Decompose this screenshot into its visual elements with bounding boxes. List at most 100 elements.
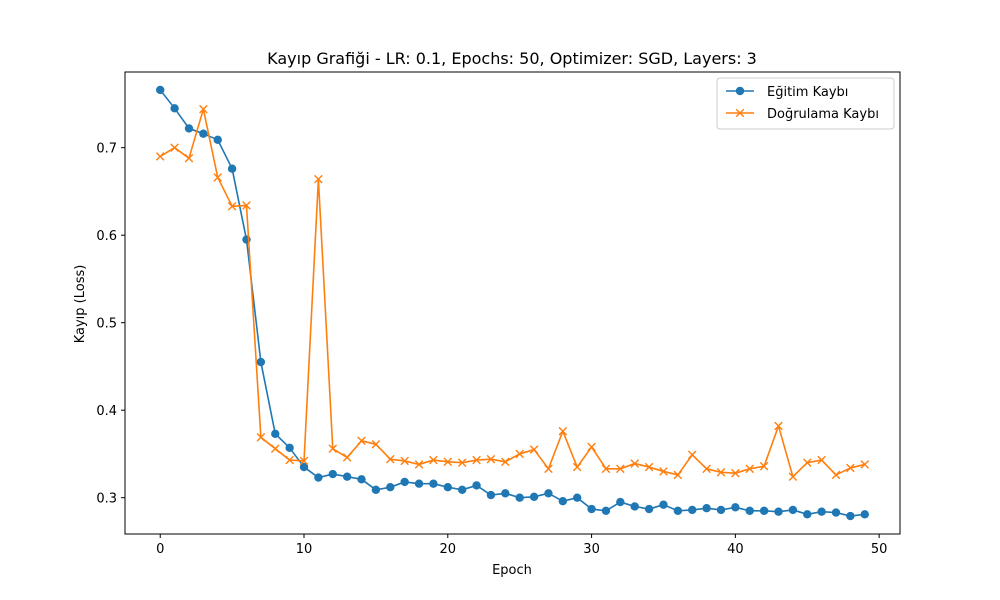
series-1-point: [716, 468, 726, 477]
series-1-point: [788, 472, 798, 481]
series-1-point: [256, 433, 266, 442]
series-0-point: [501, 489, 510, 498]
series-0-point: [716, 505, 726, 515]
series-1-point: [759, 461, 769, 471]
y-tick-label: 0.4: [96, 404, 117, 419]
series-0-point: [156, 85, 165, 95]
series-0-point: [659, 500, 668, 509]
series-1-point: [385, 454, 395, 464]
series-1-point: [486, 454, 496, 464]
y-tick-label: 0.3: [96, 492, 117, 507]
series-0-point: [601, 506, 611, 516]
x-tick-label: 30: [583, 542, 600, 557]
series-0-point: [745, 506, 754, 516]
series-1-point: [184, 153, 194, 163]
series-0-point: [328, 469, 337, 479]
series-0-point: [199, 129, 208, 138]
series-0-point: [357, 475, 366, 484]
series-1-point: [443, 457, 453, 467]
series-0-point: [342, 472, 352, 481]
series-0-point: [285, 443, 294, 453]
series-1-point: [702, 464, 711, 474]
series-0-point: [644, 504, 654, 514]
series-1-point: [673, 470, 683, 480]
series-1-point: [687, 450, 697, 460]
series-0-point: [529, 492, 539, 502]
series-1-point: [357, 436, 366, 446]
series-1-point: [242, 201, 251, 210]
series-1-point: [342, 453, 352, 462]
series-1-point: [170, 143, 179, 152]
series-1-point: [644, 462, 654, 472]
series-1-point: [501, 457, 510, 467]
series-1-point: [616, 464, 625, 474]
x-tick-label: 0: [156, 542, 164, 557]
x-tick-label: 20: [440, 542, 457, 557]
series-1-point: [457, 458, 467, 467]
series-0-point: [688, 505, 697, 515]
series-0-point: [846, 511, 855, 521]
series-1-point: [400, 456, 409, 466]
series-0-point: [400, 477, 409, 487]
series-1-point: [414, 460, 424, 469]
x-axis-label: Epoch: [492, 563, 532, 578]
legend: Eğitim Kaybı Doğrulama Kaybı: [716, 77, 895, 130]
series-1-point: [731, 468, 740, 478]
series-1-point: [659, 467, 668, 476]
series-1-point: [429, 455, 438, 465]
series-1-point: [817, 455, 826, 465]
series-0-point: [314, 473, 323, 482]
y-tick-label: 0.5: [96, 317, 117, 332]
series-line-1: [159, 108, 865, 478]
legend-marker-1: [735, 108, 745, 118]
series-0-point: [486, 490, 496, 500]
series-1-point: [558, 426, 568, 436]
series-0-point: [457, 485, 467, 495]
series-0-point: [831, 508, 841, 517]
series-0-point: [472, 481, 481, 490]
series-1-point: [860, 460, 870, 469]
series-1-point: [371, 440, 381, 449]
series-1-point: [572, 462, 582, 472]
series-line-0: [159, 89, 865, 517]
series-0-point: [443, 482, 452, 492]
series-1-point: [846, 463, 855, 473]
series-0-point: [860, 510, 869, 519]
series-1-point: [155, 152, 165, 161]
chart-title: Kayıp Grafiği - LR: 0.1, Epochs: 50, Opt…: [267, 49, 757, 68]
series-0-point: [213, 135, 222, 145]
series-1-point: [328, 444, 338, 453]
series-0-point: [788, 505, 798, 515]
series-1-point: [544, 464, 553, 474]
series-1-point: [285, 455, 294, 465]
legend-label-1: Doğrulama Kaybı: [767, 107, 879, 122]
x-tick-label: 10: [296, 542, 313, 557]
x-tick-label: 40: [727, 542, 744, 557]
legend-marker-0: [735, 86, 745, 96]
legend-label-0: Eğitim Kaybı: [767, 85, 848, 100]
series-1-point: [227, 202, 237, 211]
series-0-point: [817, 507, 826, 516]
y-axis-label: Kayıp (Loss): [73, 265, 88, 344]
series-1-point: [774, 421, 783, 431]
series-0-point: [544, 489, 553, 498]
y-tick-label: 0.7: [96, 142, 117, 157]
series-1-point: [630, 459, 640, 468]
series-0-point: [587, 504, 596, 514]
plot-frame: [124, 71, 901, 535]
series-0-point: [702, 503, 711, 513]
series-1-point: [587, 442, 596, 452]
series-1-point: [299, 456, 309, 466]
series-0-point: [371, 485, 381, 495]
series-0-point: [170, 104, 179, 113]
series-0-point: [515, 493, 524, 502]
series-0-point: [774, 507, 783, 516]
series-1-point: [745, 464, 755, 474]
series-0-point: [759, 506, 769, 516]
series-0-point: [573, 493, 582, 502]
series-1-point: [515, 449, 524, 459]
y-tick-label: 0.6: [96, 229, 117, 244]
series-0-point: [673, 506, 683, 516]
series-0-point: [803, 510, 812, 519]
